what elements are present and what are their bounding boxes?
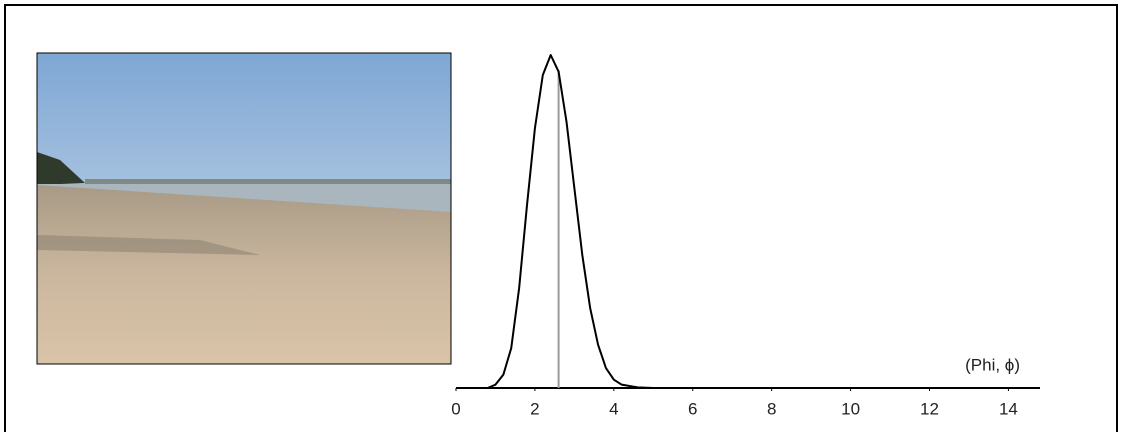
frame [4, 4, 1118, 437]
x-tick-label: 0 [451, 399, 460, 418]
x-axis-label: (Phi, ϕ) [965, 355, 1020, 374]
x-tick-label: 14 [999, 399, 1018, 418]
x-tick-label: 6 [688, 399, 697, 418]
x-tick-label: 2 [530, 399, 539, 418]
x-tick-label: 10 [841, 399, 860, 418]
beach-photo [36, 52, 452, 365]
density-curve [456, 54, 1009, 389]
x-tick-label: 8 [767, 399, 776, 418]
x-tick-label: 4 [609, 399, 618, 418]
x-tick-label: 12 [920, 399, 939, 418]
